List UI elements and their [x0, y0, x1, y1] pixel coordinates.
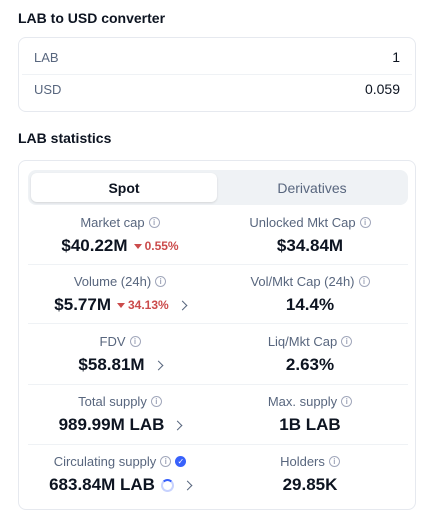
converter-row[interactable]: LAB 1 — [22, 39, 412, 75]
divider — [28, 323, 408, 324]
stat-cell[interactable]: Total supply i 989.99M LAB — [25, 386, 215, 444]
divider — [28, 264, 408, 265]
stat-cell[interactable]: Circulating supply i ✓ 683.84M LAB — [25, 446, 215, 504]
stat-label: Volume (24h) — [73, 274, 152, 289]
stat-value: $58.81M — [78, 355, 145, 374]
change-value: 0.55% — [144, 239, 179, 253]
stat-value: $34.84M — [276, 236, 344, 255]
stat-cell[interactable]: Volume (24h) i $5.77M 34.13% — [25, 266, 215, 324]
divider — [22, 74, 412, 75]
stat-cell: Unlocked Mkt Cap i $34.84M — [215, 207, 405, 265]
stat-label: Liq/Mkt Cap — [267, 334, 338, 349]
stat-cell: Liq/Mkt Cap i 2.63% — [215, 326, 405, 384]
chevron[interactable] — [182, 480, 193, 490]
stat-cell: Holders i 29.85K — [215, 446, 405, 504]
info-icon[interactable]: i — [341, 396, 353, 407]
stat-label: Circulating supply — [53, 454, 157, 469]
stat-value: 1B LAB — [279, 415, 341, 434]
stats-title: LAB statistics — [18, 130, 112, 146]
amount[interactable]: 1 — [392, 49, 400, 65]
chevron[interactable] — [177, 300, 188, 310]
change: 34.13% — [117, 298, 169, 312]
info-icon[interactable]: i — [148, 217, 160, 228]
amount[interactable]: 0.059 — [364, 81, 400, 97]
chevron[interactable] — [153, 360, 164, 370]
info-icon[interactable]: i — [155, 276, 167, 287]
divider — [28, 384, 408, 385]
stat-value: 989.99M LAB — [58, 415, 165, 434]
down-arrow — [133, 243, 142, 249]
down-arrow — [117, 302, 125, 308]
stat-label: Holders — [280, 454, 325, 469]
info-icon[interactable]: i — [129, 336, 141, 347]
change-value: 34.13% — [128, 298, 169, 312]
stat-value: 14.4% — [285, 295, 335, 314]
divider — [28, 444, 408, 445]
stat-value: 683.84M LAB — [49, 475, 155, 494]
progress-ring — [160, 478, 174, 492]
currency-label: LAB — [34, 49, 59, 65]
stat-cell[interactable]: FDV i $58.81M — [25, 326, 215, 384]
converter-box — [18, 37, 416, 112]
verified-badge: ✓ — [175, 456, 187, 467]
info-icon[interactable]: i — [160, 456, 172, 467]
tab[interactable]: Spot — [31, 173, 217, 202]
change: 0.55% — [133, 239, 179, 253]
stat-label: Market cap — [80, 215, 145, 230]
info-icon[interactable]: i — [328, 456, 340, 467]
stat-value: $5.77M — [54, 295, 111, 314]
stat-label: Total supply — [78, 394, 147, 409]
stat-value: 29.85K — [282, 475, 338, 494]
info-icon[interactable]: i — [150, 396, 162, 407]
info-icon[interactable]: i — [358, 276, 370, 287]
tab[interactable]: Derivatives — [277, 179, 347, 196]
stat-value: 2.63% — [285, 355, 335, 374]
currency-label: USD — [34, 81, 62, 97]
info-icon[interactable]: i — [359, 217, 371, 228]
converter-row[interactable]: USD 0.059 — [22, 71, 412, 107]
stat-label: Unlocked Mkt Cap — [249, 215, 356, 230]
stat-label: Vol/Mkt Cap (24h) — [250, 274, 355, 289]
stat-cell: Market cap i $40.22M 0.55% — [25, 207, 215, 265]
chevron[interactable] — [172, 420, 183, 430]
stat-value: $40.22M — [61, 236, 128, 255]
stat-label: Max. supply — [267, 394, 338, 409]
info-icon[interactable]: i — [341, 336, 353, 347]
stat-cell: Vol/Mkt Cap (24h) i 14.4% — [215, 266, 405, 324]
stat-label: FDV — [99, 334, 126, 349]
stat-cell: Max. supply i 1B LAB — [215, 386, 405, 444]
converter-title: LAB to USD converter — [18, 10, 166, 26]
